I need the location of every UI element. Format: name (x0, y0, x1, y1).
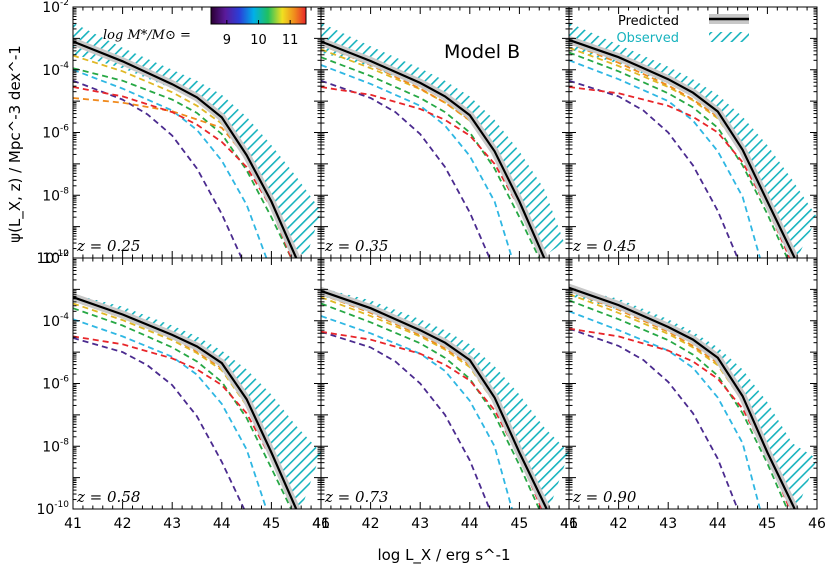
mass-bin-curve-6 (73, 335, 295, 509)
colorbar-tick-label: 9 (223, 33, 231, 48)
colorbar-ticks: 9 10 11 (223, 20, 299, 48)
mass-bin-curve-1 (73, 337, 245, 509)
y-tick-label: 10-8 (42, 186, 69, 204)
x-tick-label: 46 (560, 516, 578, 532)
y-tick-label: 10-2 (42, 249, 69, 267)
colorbar: log M*/M⊙ = 9 10 11 (103, 6, 307, 48)
x-tick-label: 44 (709, 516, 727, 532)
predicted-line (569, 38, 796, 258)
x-tick-label: 41 (560, 516, 578, 532)
mass-bin-curve-2 (321, 315, 513, 509)
mass-bin-curve-1 (73, 79, 243, 258)
x-tick-label: 44 (213, 516, 231, 532)
redshift-label: z = 0.45 (572, 237, 636, 255)
x-axis-label: log L_X / erg s^-1 (377, 546, 510, 565)
y-tick-label: 10-6 (42, 124, 69, 142)
mass-bin-curve-1 (569, 327, 739, 509)
mass-bin-curve-2 (569, 310, 761, 509)
redshift-label: z = 0.73 (324, 488, 388, 506)
observed-band (321, 22, 564, 258)
mass-bin-curve-3 (73, 307, 293, 509)
x-tick-label: 42 (610, 516, 628, 532)
colorbar-label: log M*/M⊙ = (103, 28, 191, 43)
panel-2: z = 0.35 (320, 6, 570, 259)
mass-bin-curve-3 (321, 56, 541, 258)
colorbar-tick-label: 10 (250, 33, 267, 48)
redshift-label: z = 0.90 (572, 488, 637, 506)
predicted-line (321, 40, 546, 258)
legend: Predicted Observed (616, 14, 749, 46)
y-tick-label: 10-6 (42, 375, 69, 393)
mass-bin-curve-3 (73, 67, 293, 258)
predicted-line (73, 40, 298, 258)
observed-band (321, 287, 569, 509)
legend-predicted-label: Predicted (618, 14, 679, 29)
mass-bin-curve-5 (569, 290, 794, 509)
x-tick-label: 43 (659, 516, 677, 532)
mass-bin-curve-2 (73, 68, 268, 258)
observed-band (569, 287, 817, 509)
mass-bin-curve-2 (569, 59, 761, 258)
mass-bin-curve-1 (321, 330, 491, 509)
panel-5: z = 0.73 41 42 43 44 45 46 (312, 257, 578, 532)
x-tick-label: 45 (510, 516, 528, 532)
redshift-label: z = 0.35 (324, 237, 388, 255)
panel-3: z = 0.45 (568, 6, 818, 259)
x-tick-label: 46 (312, 516, 330, 532)
mass-bin-curve-1 (569, 79, 739, 258)
x-tick-label: 43 (411, 516, 429, 532)
mass-bin-curve-1 (321, 79, 491, 258)
y-axis-label: ψ(L_X, z) / Mpc^-3 dex^-1 (6, 45, 25, 243)
mass-bin-curve-4 (321, 296, 546, 509)
mass-bin-curve-6 (569, 86, 791, 258)
x-tick-label: 41 (64, 516, 82, 532)
x-tick-label: 44 (461, 516, 479, 532)
x-tick-label: 45 (758, 516, 776, 532)
mass-bin-curve-3 (321, 302, 541, 509)
mass-bin-curve-3 (569, 51, 789, 258)
observed-band (73, 294, 321, 509)
legend-observed-label: Observed (616, 31, 679, 46)
redshift-label: z = 0.58 (76, 488, 140, 506)
y-tick-label: 10-4 (42, 61, 69, 79)
y-tick-label: 10-4 (42, 312, 69, 330)
mass-bin-curve-2 (321, 64, 513, 258)
panel-6: z = 0.90 41 42 43 44 45 46 (560, 257, 826, 532)
mass-bin-curve-5 (321, 293, 546, 509)
mass-bin-curve-6 (321, 86, 543, 258)
model-label: Model B (444, 41, 520, 63)
redshift-label: z = 0.25 (76, 237, 140, 255)
predicted-line (73, 296, 298, 509)
observed-band (73, 22, 321, 258)
predicted-line (569, 286, 796, 509)
y-tick-label: 10-8 (42, 437, 69, 455)
x-tick-label: 42 (114, 516, 132, 532)
x-tick-label: 45 (262, 516, 280, 532)
mass-bin-curve-3 (569, 299, 789, 509)
x-tick-label: 43 (163, 516, 181, 532)
colorbar-tick-label: 11 (282, 33, 299, 48)
x-tick-label: 46 (808, 516, 826, 532)
x-tick-label: 41 (312, 516, 330, 532)
y-tick-label: 10-2 (42, 0, 69, 16)
mass-bin-curve-4 (569, 293, 794, 509)
mass-bin-curve-2 (73, 318, 268, 509)
predicted-line (321, 289, 548, 509)
x-tick-label: 42 (362, 516, 380, 532)
legend-observed-swatch (709, 32, 749, 42)
